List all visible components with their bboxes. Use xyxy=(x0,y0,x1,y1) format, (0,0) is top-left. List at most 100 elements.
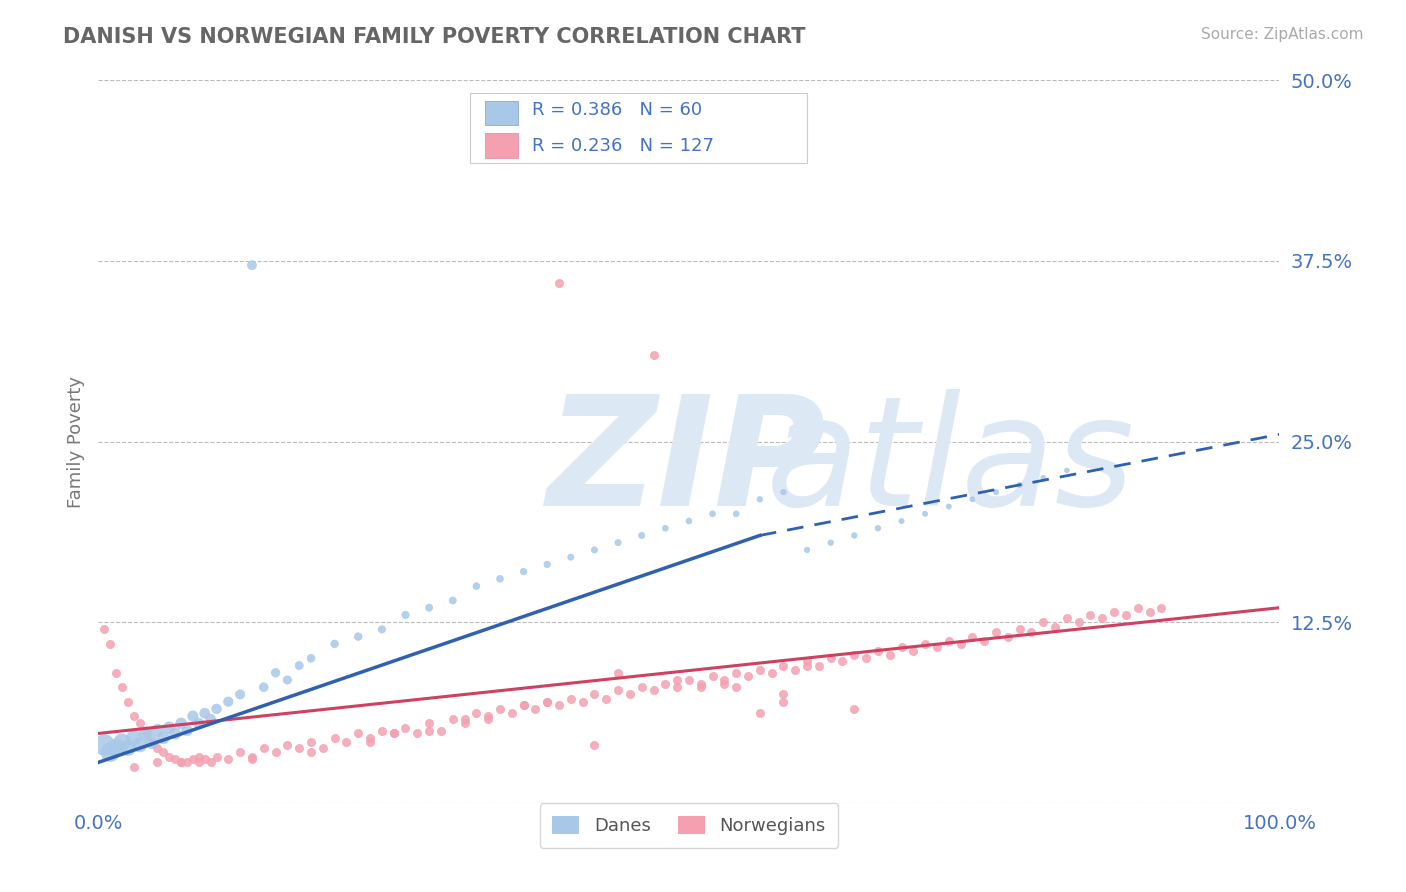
Point xyxy=(1032,470,1054,484)
Point xyxy=(737,668,759,682)
Point xyxy=(157,721,180,735)
Point xyxy=(560,691,582,706)
Point xyxy=(630,528,652,542)
Point xyxy=(595,691,617,706)
Point xyxy=(820,651,842,665)
Point xyxy=(165,752,187,766)
Point xyxy=(105,740,128,755)
Point xyxy=(157,749,180,764)
Point xyxy=(844,528,866,542)
Point xyxy=(831,654,853,668)
Point xyxy=(229,745,252,759)
Point xyxy=(205,702,228,716)
Point xyxy=(187,756,209,770)
Point xyxy=(217,752,239,766)
Point xyxy=(152,731,174,745)
Point xyxy=(141,735,163,749)
Point xyxy=(146,756,169,770)
Point xyxy=(176,723,198,738)
Point xyxy=(98,637,121,651)
Point xyxy=(229,687,252,701)
Point xyxy=(583,687,606,701)
Point xyxy=(122,709,145,723)
Point xyxy=(607,535,630,549)
Point xyxy=(984,485,1007,500)
Point xyxy=(713,673,735,687)
Point xyxy=(583,542,606,557)
Point xyxy=(844,702,866,716)
Point xyxy=(371,723,394,738)
Point xyxy=(117,695,139,709)
Point xyxy=(187,749,209,764)
Point xyxy=(240,258,263,272)
Point xyxy=(465,706,488,721)
Point xyxy=(93,623,115,637)
Point xyxy=(382,726,405,740)
Point xyxy=(702,507,724,521)
Point xyxy=(938,634,960,648)
Point xyxy=(938,500,960,514)
Point xyxy=(666,673,689,687)
Point xyxy=(200,712,222,726)
Point xyxy=(984,625,1007,640)
Point xyxy=(571,695,593,709)
Point xyxy=(465,579,488,593)
Point xyxy=(820,535,842,549)
Point xyxy=(643,683,665,698)
Point xyxy=(973,634,995,648)
Point xyxy=(689,680,711,694)
Point xyxy=(181,709,204,723)
Point xyxy=(122,760,145,774)
Point xyxy=(914,507,936,521)
Point xyxy=(748,663,770,677)
Point xyxy=(643,348,665,362)
Point xyxy=(288,658,311,673)
Point xyxy=(866,521,889,535)
Point xyxy=(536,695,558,709)
Point xyxy=(630,680,652,694)
Point xyxy=(240,749,263,764)
Point xyxy=(111,680,134,694)
Point xyxy=(299,735,322,749)
Point xyxy=(725,680,748,694)
Point xyxy=(890,640,912,654)
Point xyxy=(772,485,794,500)
Point xyxy=(914,637,936,651)
Legend: Danes, Norwegians: Danes, Norwegians xyxy=(540,804,838,848)
Point xyxy=(194,706,217,721)
Point xyxy=(962,492,984,507)
Point xyxy=(165,726,187,740)
Point xyxy=(785,663,807,677)
Point xyxy=(312,740,335,755)
Point xyxy=(371,623,394,637)
Point xyxy=(135,726,157,740)
Point xyxy=(772,695,794,709)
Point xyxy=(205,749,228,764)
Point xyxy=(276,673,298,687)
Point xyxy=(607,665,630,680)
Point xyxy=(748,706,770,721)
Point xyxy=(217,695,239,709)
Point xyxy=(997,630,1019,644)
Point xyxy=(453,716,475,731)
Text: R = 0.386   N = 60: R = 0.386 N = 60 xyxy=(531,102,702,120)
Point xyxy=(1032,615,1054,630)
Point xyxy=(772,658,794,673)
Point xyxy=(359,735,381,749)
Point xyxy=(713,677,735,691)
Point xyxy=(489,572,512,586)
Point xyxy=(453,712,475,726)
Point xyxy=(619,687,641,701)
Point xyxy=(678,673,700,687)
Point xyxy=(1056,611,1078,625)
Point xyxy=(524,702,547,716)
Point xyxy=(359,731,381,745)
Point xyxy=(170,716,193,731)
Point xyxy=(1043,619,1066,633)
Text: DANISH VS NORWEGIAN FAMILY POVERTY CORRELATION CHART: DANISH VS NORWEGIAN FAMILY POVERTY CORRE… xyxy=(63,27,806,46)
Point xyxy=(194,752,217,766)
Text: atlas: atlas xyxy=(766,389,1135,538)
Point xyxy=(240,752,263,766)
Point xyxy=(335,735,357,749)
Point xyxy=(772,687,794,701)
